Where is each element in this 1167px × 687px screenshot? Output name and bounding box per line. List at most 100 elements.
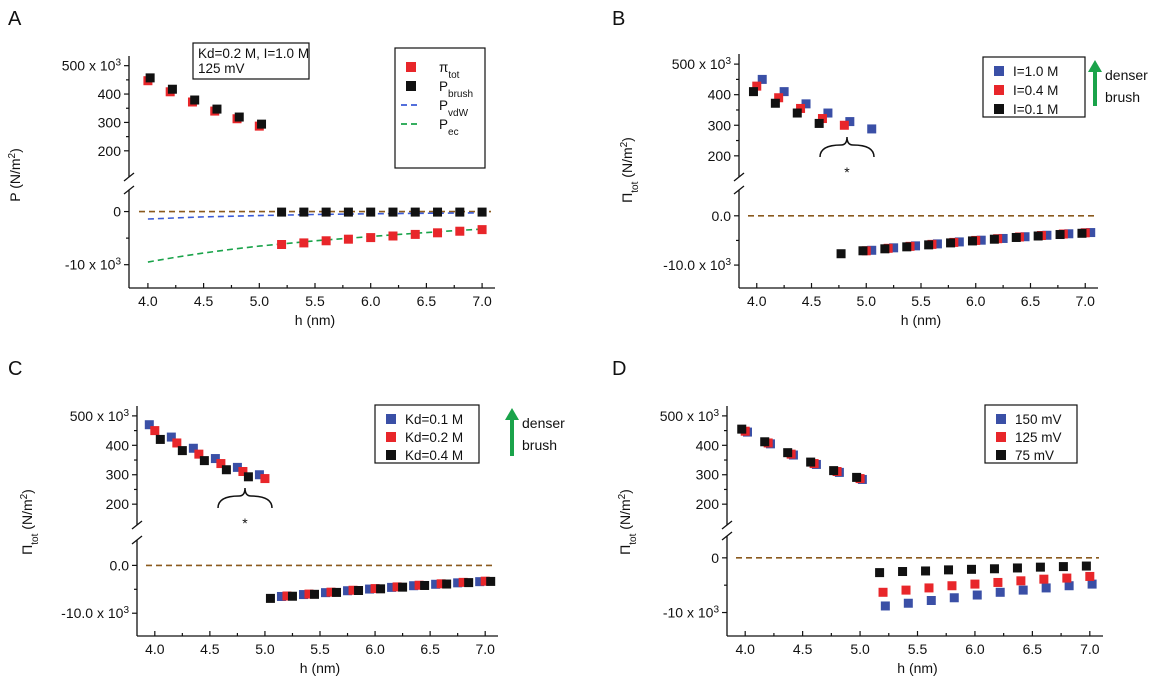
x-tick-label: 6.5 (420, 641, 440, 657)
legend-marker (406, 81, 416, 91)
x-tick-label: 5.5 (908, 641, 928, 657)
data-point (365, 584, 375, 594)
legend-marker (386, 414, 396, 424)
legend-label: Kd=0.1 M (405, 412, 463, 427)
data-point (967, 236, 977, 246)
data-point (1033, 231, 1043, 241)
data-point (299, 238, 309, 248)
data-point (477, 207, 487, 217)
y-axis-label: Πtot (N/m2) (19, 489, 41, 555)
axis-break-mark (721, 531, 733, 541)
x-tick-label: 6.0 (365, 641, 385, 657)
data-point (387, 582, 397, 592)
data-point (436, 579, 446, 589)
note-text: 125 mV (198, 61, 245, 76)
axis-break-mark (721, 520, 733, 530)
series-75-mv (737, 424, 1091, 578)
legend-label: Pec (439, 117, 459, 138)
x-tick-label: 4.5 (802, 293, 822, 309)
arrow-label: brush (1105, 89, 1140, 105)
brace (217, 487, 273, 509)
y-tick-label-top: 500 x 103 (672, 56, 732, 73)
data-point (210, 454, 220, 464)
legend-marker (994, 66, 1004, 76)
data-point (464, 578, 474, 588)
data-point (354, 586, 364, 595)
data-point (221, 465, 231, 475)
panel-letter: C (8, 358, 22, 380)
legend: I=1.0 M I=0.4 M I=0.1 M (982, 56, 1086, 118)
panel-b: B 4.0 4.5 5.0 5.5 6.0 6.5 7.0 h (nm) 200 300 400 500… (612, 8, 1148, 328)
data-point (783, 448, 793, 458)
series-kd-0-2-m (150, 426, 490, 601)
legend: Kd=0.1 M Kd=0.2 M Kd=0.4 M (374, 404, 480, 464)
data-point (216, 459, 226, 469)
legend: 150 mV 125 mV 75 mV (984, 404, 1078, 464)
data-point (265, 593, 275, 603)
data-point (420, 580, 430, 590)
x-tick-label: 5.0 (250, 293, 270, 309)
curve-pvdw (147, 212, 483, 220)
data-point (889, 243, 899, 253)
data-point (998, 233, 1008, 243)
data-point (867, 245, 877, 255)
data-point (366, 233, 376, 243)
data-point (1018, 585, 1028, 595)
data-point (172, 438, 182, 448)
y-tick-label-bottom: -10 x 103 (65, 256, 122, 273)
data-point (348, 585, 358, 595)
data-point (924, 583, 934, 593)
data-point (924, 240, 934, 250)
panel-letter: D (612, 358, 626, 380)
brace-asterisk: * (242, 515, 248, 531)
x-tick-label: 6.5 (1021, 293, 1041, 309)
data-point (392, 582, 402, 592)
data-point (177, 446, 187, 456)
y-tick-label: 300 (98, 114, 122, 130)
x-tick-label: 4.5 (200, 641, 220, 657)
data-point (343, 586, 353, 596)
x-tick-label: 4.0 (735, 641, 755, 657)
panel-letter: B (612, 8, 625, 30)
data-point (212, 104, 222, 114)
data-point (748, 87, 758, 97)
data-point (1081, 561, 1091, 571)
y-tick-label-top: 500 x 103 (660, 407, 720, 424)
data-point (410, 229, 420, 239)
legend-label: I=1.0 M (1013, 64, 1058, 79)
data-point (823, 108, 833, 118)
data-point (321, 207, 331, 217)
panel-a: A 4.0 4.5 5.0 5.5 6.0 6.5 7.0 h (nm) 200 300 400 500… (7, 8, 495, 328)
data-point (287, 591, 297, 601)
data-point (902, 242, 912, 252)
data-point (898, 567, 908, 577)
data-point (880, 601, 890, 611)
data-point (1086, 228, 1096, 238)
panel-c: C 4.0 4.5 5.0 5.5 6.0 6.5 7.0 h (nm) 200 300 400 500… (8, 358, 565, 676)
legend-label: PvdW (439, 98, 469, 119)
data-point (376, 584, 386, 594)
data-point (388, 207, 398, 217)
legend-marker (386, 432, 396, 442)
legend-label: Kd=0.2 M (405, 430, 463, 445)
data-point (1041, 583, 1051, 593)
y-tick-label: 400 (696, 437, 720, 453)
y-tick-label: 0.0 (110, 557, 130, 573)
legend-marker (996, 414, 1006, 424)
y-tick-label: 200 (696, 496, 720, 512)
data-point (370, 584, 380, 594)
y-tick-label: 200 (106, 496, 130, 512)
y-tick-label: 400 (106, 437, 130, 453)
x-tick-label: 7.0 (472, 293, 492, 309)
data-point (829, 466, 839, 476)
y-tick-label-top: 500 x 103 (70, 407, 130, 424)
data-point (875, 568, 885, 578)
data-point (989, 234, 999, 244)
y-tick-label: 300 (708, 117, 732, 133)
data-point (1058, 562, 1068, 572)
x-tick-label: 7.0 (1076, 293, 1096, 309)
data-point (1087, 579, 1097, 589)
x-tick-label: 5.5 (310, 641, 330, 657)
x-tick-label: 6.5 (1023, 641, 1043, 657)
data-point (858, 246, 868, 256)
